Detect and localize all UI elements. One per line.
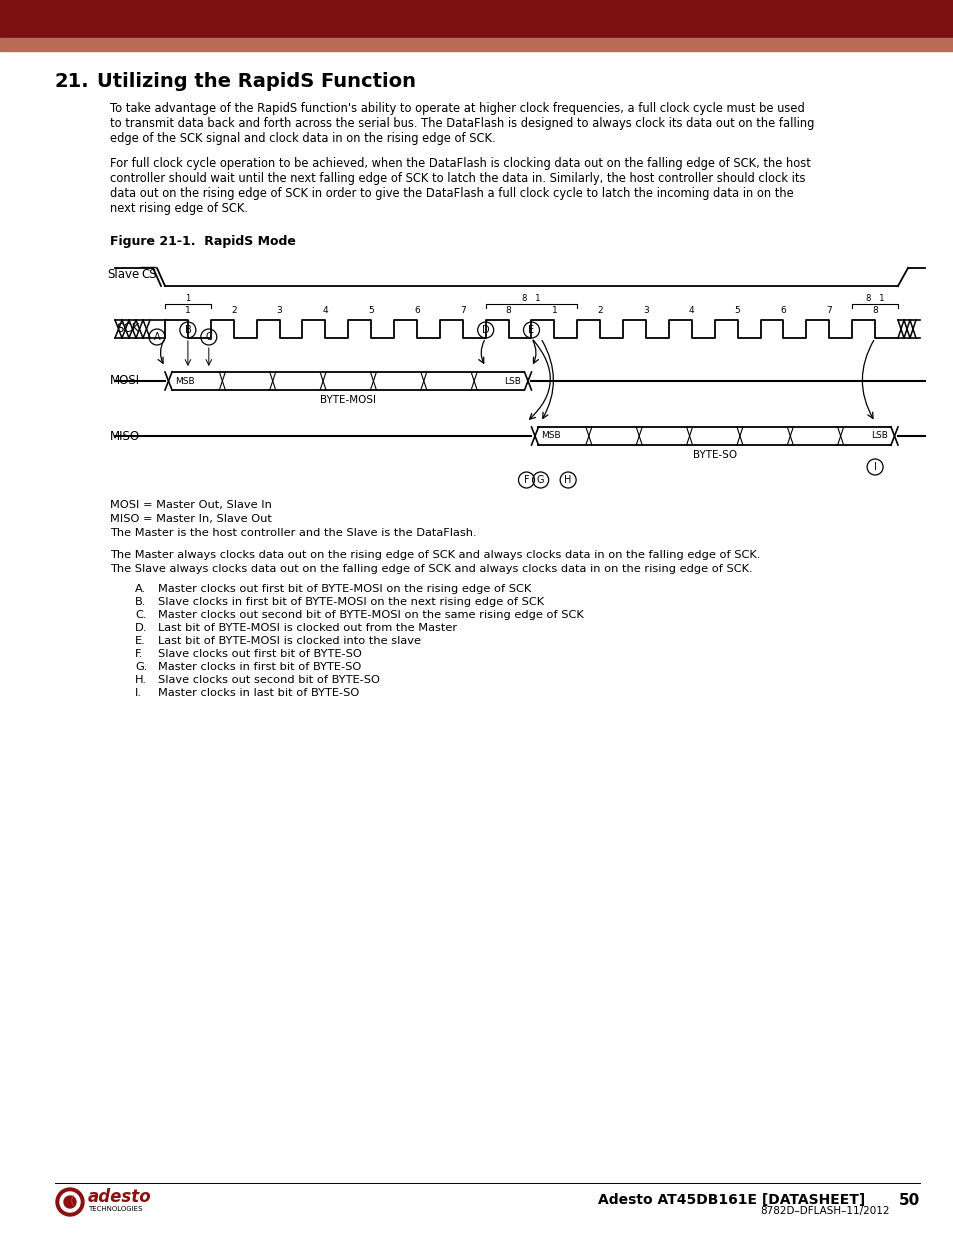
Text: Last bit of BYTE-MOSI is clocked into the slave: Last bit of BYTE-MOSI is clocked into th… bbox=[158, 636, 420, 646]
Text: 4: 4 bbox=[322, 306, 328, 315]
Text: A: A bbox=[153, 332, 160, 342]
Text: F: F bbox=[523, 475, 529, 485]
Text: 1: 1 bbox=[185, 294, 191, 303]
Text: 2: 2 bbox=[231, 306, 236, 315]
Text: I: I bbox=[873, 462, 876, 472]
Text: I.: I. bbox=[135, 688, 142, 698]
Text: CS: CS bbox=[141, 268, 156, 280]
Text: MOSI = Master Out, Slave In: MOSI = Master Out, Slave In bbox=[110, 500, 272, 510]
Text: B: B bbox=[184, 325, 192, 335]
Text: Slave clocks out second bit of BYTE-SO: Slave clocks out second bit of BYTE-SO bbox=[158, 676, 379, 685]
Bar bbox=[0, 0, 953, 38]
Text: Master clocks in first bit of BYTE-SO: Master clocks in first bit of BYTE-SO bbox=[158, 662, 361, 672]
Text: Utilizing the RapidS Function: Utilizing the RapidS Function bbox=[97, 72, 416, 91]
Text: Last bit of BYTE-MOSI is clocked out from the Master: Last bit of BYTE-MOSI is clocked out fro… bbox=[158, 622, 456, 634]
Text: The Master is the host controller and the Slave is the DataFlash.: The Master is the host controller and th… bbox=[110, 529, 476, 538]
Text: Slave clocks in first bit of BYTE-MOSI on the next rising edge of SCK: Slave clocks in first bit of BYTE-MOSI o… bbox=[158, 597, 543, 606]
Text: 2: 2 bbox=[597, 306, 602, 315]
Text: MSB: MSB bbox=[174, 377, 194, 385]
Circle shape bbox=[64, 1195, 76, 1208]
Text: To take advantage of the RapidS function's ability to operate at higher clock fr: To take advantage of the RapidS function… bbox=[110, 103, 804, 115]
Text: G: G bbox=[537, 475, 544, 485]
Text: 8782D–DFLASH–11/2012: 8782D–DFLASH–11/2012 bbox=[760, 1207, 889, 1216]
Text: adesto: adesto bbox=[88, 1188, 152, 1207]
Text: 7: 7 bbox=[459, 306, 465, 315]
Text: Master clocks in last bit of BYTE-SO: Master clocks in last bit of BYTE-SO bbox=[158, 688, 359, 698]
Text: D.: D. bbox=[135, 622, 147, 634]
Text: Slave: Slave bbox=[108, 268, 140, 280]
Text: 8: 8 bbox=[871, 306, 877, 315]
Circle shape bbox=[56, 1188, 84, 1216]
Text: 5: 5 bbox=[734, 306, 740, 315]
Text: D: D bbox=[481, 325, 489, 335]
Text: 8   1: 8 1 bbox=[865, 294, 883, 303]
Text: controller should wait until the next falling edge of SCK to latch the data in. : controller should wait until the next fa… bbox=[110, 172, 804, 185]
Text: Figure 21-1.  RapidS Mode: Figure 21-1. RapidS Mode bbox=[110, 235, 295, 248]
Text: MISO = Master In, Slave Out: MISO = Master In, Slave Out bbox=[110, 514, 272, 524]
Text: For full clock cycle operation to be achieved, when the DataFlash is clocking da: For full clock cycle operation to be ach… bbox=[110, 157, 810, 170]
Text: SCK: SCK bbox=[116, 322, 140, 336]
Text: 3: 3 bbox=[276, 306, 282, 315]
Text: BYTE-SO: BYTE-SO bbox=[692, 450, 736, 459]
Text: Slave clocks out first bit of BYTE-SO: Slave clocks out first bit of BYTE-SO bbox=[158, 650, 361, 659]
Text: 8   1: 8 1 bbox=[521, 294, 540, 303]
Text: 21.: 21. bbox=[55, 72, 90, 91]
Text: H.: H. bbox=[135, 676, 147, 685]
Text: The Slave always clocks data out on the falling edge of SCK and always clocks da: The Slave always clocks data out on the … bbox=[110, 564, 752, 574]
Text: MISO: MISO bbox=[110, 430, 140, 442]
Text: LSB: LSB bbox=[870, 431, 887, 441]
Text: to transmit data back and forth across the serial bus. The DataFlash is designed: to transmit data back and forth across t… bbox=[110, 117, 814, 130]
Text: (: ( bbox=[70, 1194, 74, 1208]
Text: 7: 7 bbox=[825, 306, 831, 315]
Text: 50: 50 bbox=[898, 1193, 919, 1208]
Text: B.: B. bbox=[135, 597, 146, 606]
Text: data out on the rising edge of SCK in order to give the DataFlash a full clock c: data out on the rising edge of SCK in or… bbox=[110, 186, 793, 200]
Text: F.: F. bbox=[135, 650, 143, 659]
Text: C: C bbox=[205, 332, 212, 342]
Text: MOSI: MOSI bbox=[110, 374, 140, 388]
Circle shape bbox=[60, 1192, 80, 1212]
Text: BYTE-MOSI: BYTE-MOSI bbox=[320, 395, 375, 405]
Text: 1: 1 bbox=[185, 306, 191, 315]
Text: E: E bbox=[528, 325, 534, 335]
Text: MSB: MSB bbox=[541, 431, 560, 441]
Text: 1: 1 bbox=[551, 306, 557, 315]
Text: 5: 5 bbox=[368, 306, 374, 315]
Text: Master clocks out first bit of BYTE-MOSI on the rising edge of SCK: Master clocks out first bit of BYTE-MOSI… bbox=[158, 584, 531, 594]
Text: TECHNOLOGIES: TECHNOLOGIES bbox=[88, 1207, 142, 1212]
Text: A.: A. bbox=[135, 584, 146, 594]
Text: edge of the SCK signal and clock data in on the rising edge of SCK.: edge of the SCK signal and clock data in… bbox=[110, 132, 496, 144]
Bar bbox=[0, 38, 953, 51]
Text: H: H bbox=[564, 475, 571, 485]
Text: C.: C. bbox=[135, 610, 147, 620]
Text: The Master always clocks data out on the rising edge of SCK and always clocks da: The Master always clocks data out on the… bbox=[110, 550, 760, 559]
Text: Master clocks out second bit of BYTE-MOSI on the same rising edge of SCK: Master clocks out second bit of BYTE-MOS… bbox=[158, 610, 583, 620]
Text: 8: 8 bbox=[505, 306, 511, 315]
Text: E.: E. bbox=[135, 636, 146, 646]
Text: Adesto AT45DB161E [DATASHEET]: Adesto AT45DB161E [DATASHEET] bbox=[598, 1193, 864, 1207]
Text: LSB: LSB bbox=[504, 377, 521, 385]
Text: 6: 6 bbox=[780, 306, 785, 315]
Text: G.: G. bbox=[135, 662, 147, 672]
Text: 4: 4 bbox=[688, 306, 694, 315]
Text: 6: 6 bbox=[414, 306, 419, 315]
Text: 3: 3 bbox=[642, 306, 648, 315]
Text: next rising edge of SCK.: next rising edge of SCK. bbox=[110, 203, 248, 215]
